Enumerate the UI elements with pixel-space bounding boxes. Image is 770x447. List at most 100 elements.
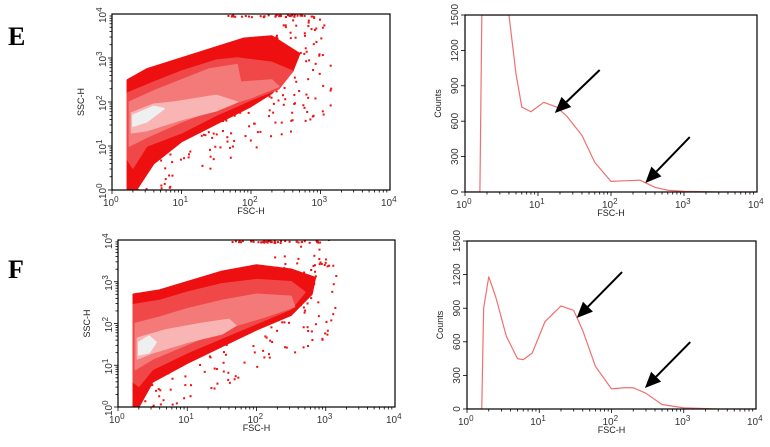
y-tick-label: 101 — [101, 358, 115, 374]
y-tick-label: 101 — [95, 139, 109, 155]
event-dot — [302, 346, 305, 349]
event-dot — [291, 111, 294, 114]
event-dot — [289, 130, 292, 133]
event-dot — [300, 240, 303, 243]
event-dot — [306, 110, 309, 113]
event-dot — [300, 245, 303, 248]
plot-e-line: 100 101 102 103 104FSC-H030060090012001500Co… — [433, 3, 764, 218]
event-dot — [130, 207, 132, 209]
tick-base: 10 — [109, 415, 121, 426]
tick-base: 10 — [98, 187, 109, 199]
event-dot — [332, 283, 335, 286]
event-dot — [224, 353, 227, 356]
event-dot — [293, 15, 296, 18]
event-dot — [175, 402, 178, 405]
y-tick-label: 900 — [450, 77, 461, 94]
event-dot — [284, 16, 287, 19]
event-dot — [199, 363, 202, 366]
event-dot — [210, 387, 213, 390]
event-dot — [274, 121, 277, 124]
tick-exponent: 1 — [189, 412, 194, 421]
event-dot — [259, 15, 262, 18]
event-dot — [313, 16, 316, 19]
event-dot — [209, 155, 212, 158]
event-dot — [308, 59, 311, 62]
event-dot — [276, 241, 279, 244]
tick-base: 10 — [98, 11, 109, 23]
event-dot — [295, 80, 298, 83]
y-axis-label: Counts — [435, 310, 445, 339]
event-dot — [318, 72, 321, 75]
tick-exponent: 2 — [101, 316, 110, 321]
event-dot — [270, 326, 273, 329]
event-dot — [312, 69, 315, 72]
event-dot — [169, 153, 172, 156]
y-tick-label: 104 — [101, 233, 115, 249]
event-dot — [238, 241, 241, 244]
event-dot — [320, 37, 323, 40]
tick-exponent: 2 — [259, 412, 264, 421]
y-tick-label: 1500 — [450, 3, 461, 26]
tick-exponent: 4 — [759, 197, 764, 206]
event-dot — [163, 182, 166, 185]
tick-exponent: 4 — [95, 7, 104, 12]
event-dot — [189, 395, 192, 398]
event-dot — [304, 119, 307, 122]
tick-base: 10 — [312, 198, 324, 209]
event-dot — [243, 361, 246, 364]
event-dot — [214, 145, 217, 148]
event-dot — [159, 403, 162, 406]
event-dot — [297, 257, 300, 260]
event-dot — [290, 14, 293, 17]
y-tick-label: 1200 — [450, 39, 461, 62]
event-dot — [226, 136, 229, 139]
plot-area — [465, 15, 757, 192]
event-dot — [280, 14, 283, 17]
tick-base: 10 — [748, 200, 760, 211]
annotation-arrow-head — [554, 96, 572, 114]
event-dot — [317, 241, 320, 244]
event-dot — [311, 15, 314, 18]
x-tick-label: 104 — [747, 414, 763, 428]
event-dot — [277, 99, 280, 102]
event-dot — [306, 302, 309, 305]
event-dot — [312, 264, 315, 267]
event-dot — [326, 265, 329, 268]
density-level-4 — [136, 318, 237, 360]
tick-base: 10 — [173, 198, 185, 209]
event-dot — [276, 329, 279, 332]
event-dot — [290, 119, 293, 122]
event-dot — [219, 146, 222, 149]
event-dot — [293, 93, 296, 96]
event-dot — [265, 240, 268, 243]
y-tick-label: 600 — [450, 112, 461, 129]
x-tick-label: 101 — [178, 412, 194, 426]
event-dot — [249, 139, 252, 142]
event-dot — [253, 122, 256, 125]
event-dot — [331, 290, 334, 293]
x-axis-label: FSC-H — [243, 423, 271, 433]
event-dot — [274, 256, 277, 259]
event-dot — [184, 384, 187, 387]
event-dot — [285, 346, 288, 349]
event-dot — [144, 400, 147, 403]
event-dot — [329, 89, 332, 92]
event-dot — [284, 263, 287, 266]
event-dot — [257, 241, 260, 244]
x-tick-label: 101 — [530, 414, 546, 428]
event-dot — [151, 384, 154, 387]
event-dot — [221, 130, 224, 133]
event-dot — [308, 241, 311, 244]
tick-base: 10 — [178, 415, 190, 426]
event-dot — [325, 258, 328, 261]
event-dot — [303, 240, 306, 243]
event-dot — [146, 199, 148, 201]
event-dot — [283, 255, 286, 258]
event-dot — [209, 167, 212, 170]
event-dot — [208, 355, 211, 358]
event-dot — [314, 97, 317, 100]
event-dot — [267, 14, 270, 17]
event-dot — [302, 326, 305, 329]
event-dot — [266, 241, 269, 244]
event-dot — [305, 60, 308, 63]
